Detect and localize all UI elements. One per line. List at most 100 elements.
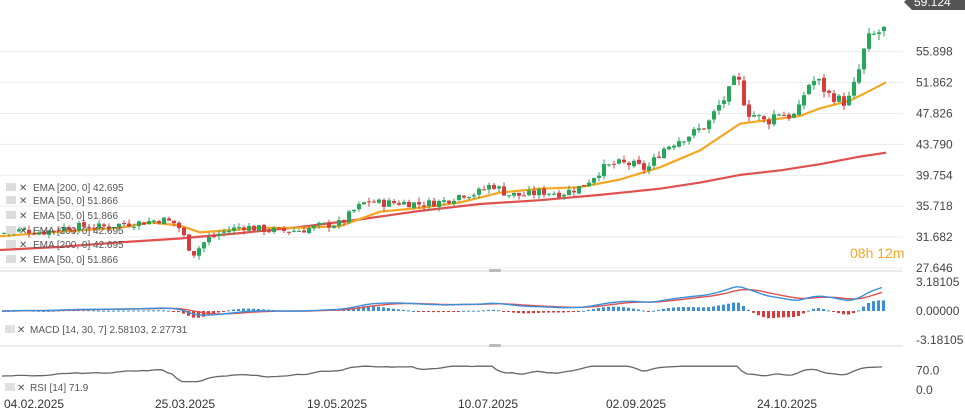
macd-hist-bar-125: [627, 307, 630, 311]
candle-body-126: [632, 160, 636, 167]
legend-label-3: EMA [200, 0] 42.695: [33, 226, 124, 237]
candle-128: [642, 160, 646, 175]
macd-hist-bar-27: [137, 310, 140, 312]
candle-38: [192, 250, 196, 259]
candle-body-112: [562, 194, 566, 197]
candle-body-25: [127, 223, 131, 227]
macd-hist-bar-91: [457, 311, 460, 312]
ema50-line-group: [0, 81, 887, 238]
macd-hist-bar-127: [637, 309, 640, 311]
candle-52: [262, 223, 266, 236]
candle-78: [392, 198, 396, 205]
pane-resize-handle-rsi[interactable]: [489, 344, 501, 347]
legend-settings-icon-0[interactable]: [6, 183, 16, 191]
candle-body-71: [357, 203, 361, 210]
legend-close-icon-5[interactable]: ✕: [19, 255, 27, 266]
legend-close-icon-0[interactable]: ✕: [19, 183, 27, 194]
rsi-legend-settings-icon[interactable]: [5, 383, 15, 391]
legend-close-icon-1[interactable]: ✕: [19, 196, 27, 207]
macd-hist-bar-72: [362, 306, 365, 311]
legend-settings-icon-3[interactable]: [6, 226, 16, 234]
candle-body-148: [742, 80, 746, 106]
indicator-legends[interactable]: ✕ EMA [200, 0] 42.695✕ EMA [50, 0] 51.866✕…: [6, 183, 124, 266]
candle-13: [67, 225, 71, 231]
candle-123: [617, 158, 621, 165]
legend-settings-icon-2[interactable]: [6, 211, 16, 219]
candle-16: [82, 220, 86, 229]
candle-body-118: [592, 178, 596, 183]
legend-settings-icon-5[interactable]: [6, 255, 16, 263]
candle-33: [167, 216, 171, 221]
candle-41: [207, 233, 211, 246]
candle-body-97: [487, 184, 491, 190]
last-price-flag: [904, 0, 965, 10]
macd-hist-bar-174: [872, 301, 875, 311]
macd-hist-bar-43: [217, 311, 220, 313]
candle-body-121: [607, 164, 611, 166]
macd-hist-bar-85: [427, 311, 430, 312]
legend-close-icon-3[interactable]: ✕: [19, 226, 27, 237]
macd-hist-bar-89: [447, 311, 450, 312]
candle-173: [867, 27, 871, 52]
candle-body-78: [392, 201, 396, 204]
time-tick-1: 25.03.2025: [155, 397, 215, 408]
macd-hist-bar-87: [437, 311, 440, 313]
candle-body-101: [507, 195, 511, 197]
candle-body-168: [842, 96, 846, 106]
candle-body-17: [87, 227, 91, 229]
macd-hist-bar-155: [777, 311, 780, 318]
candle-body-73: [367, 201, 371, 203]
macd-hist-bar-77: [387, 308, 390, 311]
candle-body-42: [212, 236, 216, 238]
candle-body-163: [817, 78, 821, 81]
macd-hist-bar-37: [187, 311, 190, 316]
candle-111: [557, 189, 561, 199]
candle-40: [202, 241, 206, 253]
candle-137: [687, 136, 691, 145]
candle-body-89: [447, 200, 451, 204]
candle-body-165: [827, 90, 831, 93]
candle-body-15: [77, 222, 81, 231]
legend-settings-icon-1[interactable]: [6, 196, 16, 204]
legend-settings-icon-4[interactable]: [6, 240, 16, 248]
rsi-legend-close-icon[interactable]: ✕: [17, 383, 25, 394]
macd-hist-bar-164: [822, 308, 825, 311]
candle-88: [442, 196, 446, 206]
legend-item-5[interactable]: ✕ EMA [50, 0] 51.866: [6, 255, 118, 266]
macd-legend[interactable]: ✕ MACD [14, 30, 7] 2.58103, 2.27731: [5, 325, 188, 336]
legend-item-0[interactable]: ✕ EMA [200, 0] 42.695: [6, 183, 124, 194]
candle-160: [802, 91, 806, 110]
candle-51: [257, 225, 261, 233]
time-tick-5: 24.10.2025: [757, 397, 817, 408]
candle-body-169: [847, 95, 851, 106]
legend-item-1[interactable]: ✕ EMA [50, 0] 51.866: [6, 196, 118, 207]
rsi-legend[interactable]: ✕ RSI [14] 71.9: [5, 383, 89, 394]
price-tick-5: 35.718: [916, 199, 953, 213]
legend-close-icon-2[interactable]: ✕: [19, 211, 27, 222]
candle-body-159: [797, 104, 801, 115]
legend-item-2[interactable]: ✕ EMA [50, 0] 51.866: [6, 211, 118, 222]
candle-body-130: [652, 157, 656, 166]
candle-166: [832, 89, 836, 104]
candle-104: [522, 191, 526, 197]
pane-resize-handle-macd[interactable]: [489, 269, 501, 272]
candle-150: [752, 111, 756, 118]
candle-body-124: [622, 159, 626, 163]
candle-36: [182, 226, 186, 237]
candle-body-86: [432, 200, 436, 207]
macd-legend-settings-icon[interactable]: [5, 325, 15, 333]
candle-146: [732, 74, 736, 86]
candle-body-14: [72, 230, 76, 232]
candle-60: [302, 226, 306, 233]
candle-62: [312, 224, 316, 231]
macd-legend-close-icon[interactable]: ✕: [17, 325, 25, 336]
candle-body-56: [282, 228, 286, 231]
macd-hist-bar-171: [857, 310, 860, 312]
candle-body-156: [782, 114, 786, 116]
legend-close-icon-4[interactable]: ✕: [19, 240, 27, 251]
candles-group: [2, 26, 886, 260]
macd-hist-bar-132: [662, 308, 665, 311]
candle-body-53: [267, 231, 271, 233]
legend-item-3[interactable]: ✕ EMA [200, 0] 42.695: [6, 226, 124, 237]
legend-item-4[interactable]: ✕ EMA [200, 0] 42.695: [6, 240, 124, 251]
